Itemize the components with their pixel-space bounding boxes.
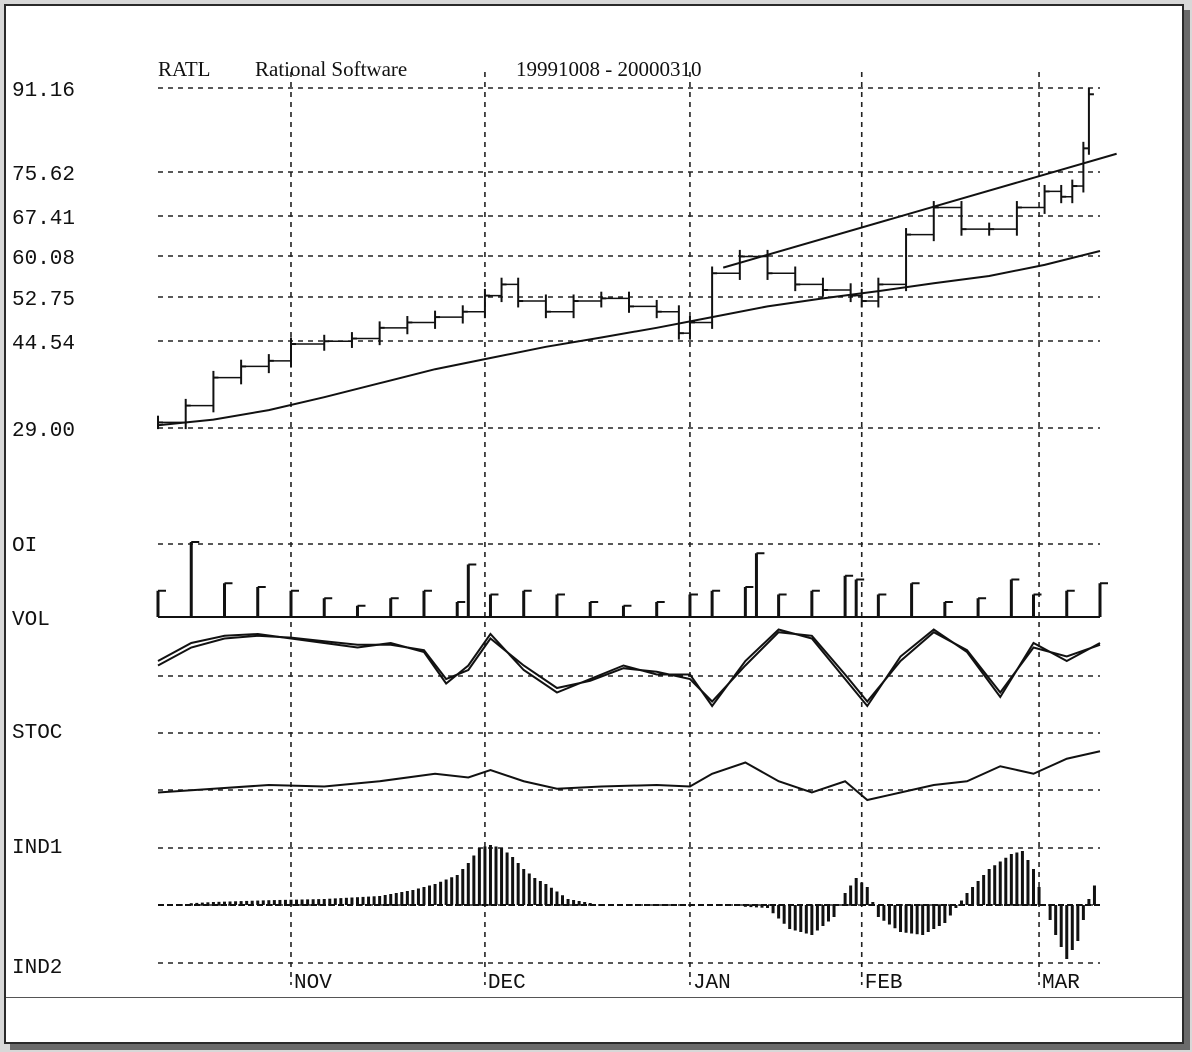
stochastic-d-line (157, 630, 1101, 704)
stochastic-k-line (157, 628, 1101, 708)
stochastic-panel (157, 628, 1101, 708)
y-tick-label: 52.75 (12, 289, 75, 312)
trend-channel-line (722, 152, 1117, 269)
panel-label: IND1 (12, 837, 62, 860)
y-tick-label: 91.16 (12, 80, 75, 103)
chart-labels: RATL Rational Software 19991008 - 200003… (12, 57, 1080, 995)
chart-frame (4, 4, 1184, 1044)
y-tick-label: 60.08 (12, 248, 75, 271)
price-panel (157, 87, 1117, 430)
grid-lines (158, 72, 1100, 985)
y-tick-label: 29.00 (12, 420, 75, 443)
ind1-line (157, 750, 1101, 802)
x-tick-label: JAN (693, 972, 731, 995)
volume-panel (156, 541, 1108, 618)
x-tick-label: NOV (294, 972, 332, 995)
company-name: Rational Software (255, 57, 407, 81)
date-range: 19991008 - 20000310 (516, 57, 702, 81)
indicator-panel (157, 750, 1101, 959)
panel-label: VOL (12, 609, 50, 632)
ticker-symbol: RATL (158, 57, 211, 81)
panel-label: IND2 (12, 957, 62, 980)
x-tick-label: FEB (865, 972, 903, 995)
x-tick-label: DEC (488, 972, 526, 995)
panel-label: OI (12, 535, 37, 558)
y-tick-label: 67.41 (12, 208, 75, 231)
y-tick-label: 75.62 (12, 164, 75, 187)
panel-label: STOC (12, 722, 62, 745)
moving-average-line (157, 250, 1101, 427)
y-tick-label: 44.54 (12, 333, 75, 356)
status-bar (6, 997, 1182, 998)
x-tick-label: MAR (1042, 972, 1080, 995)
